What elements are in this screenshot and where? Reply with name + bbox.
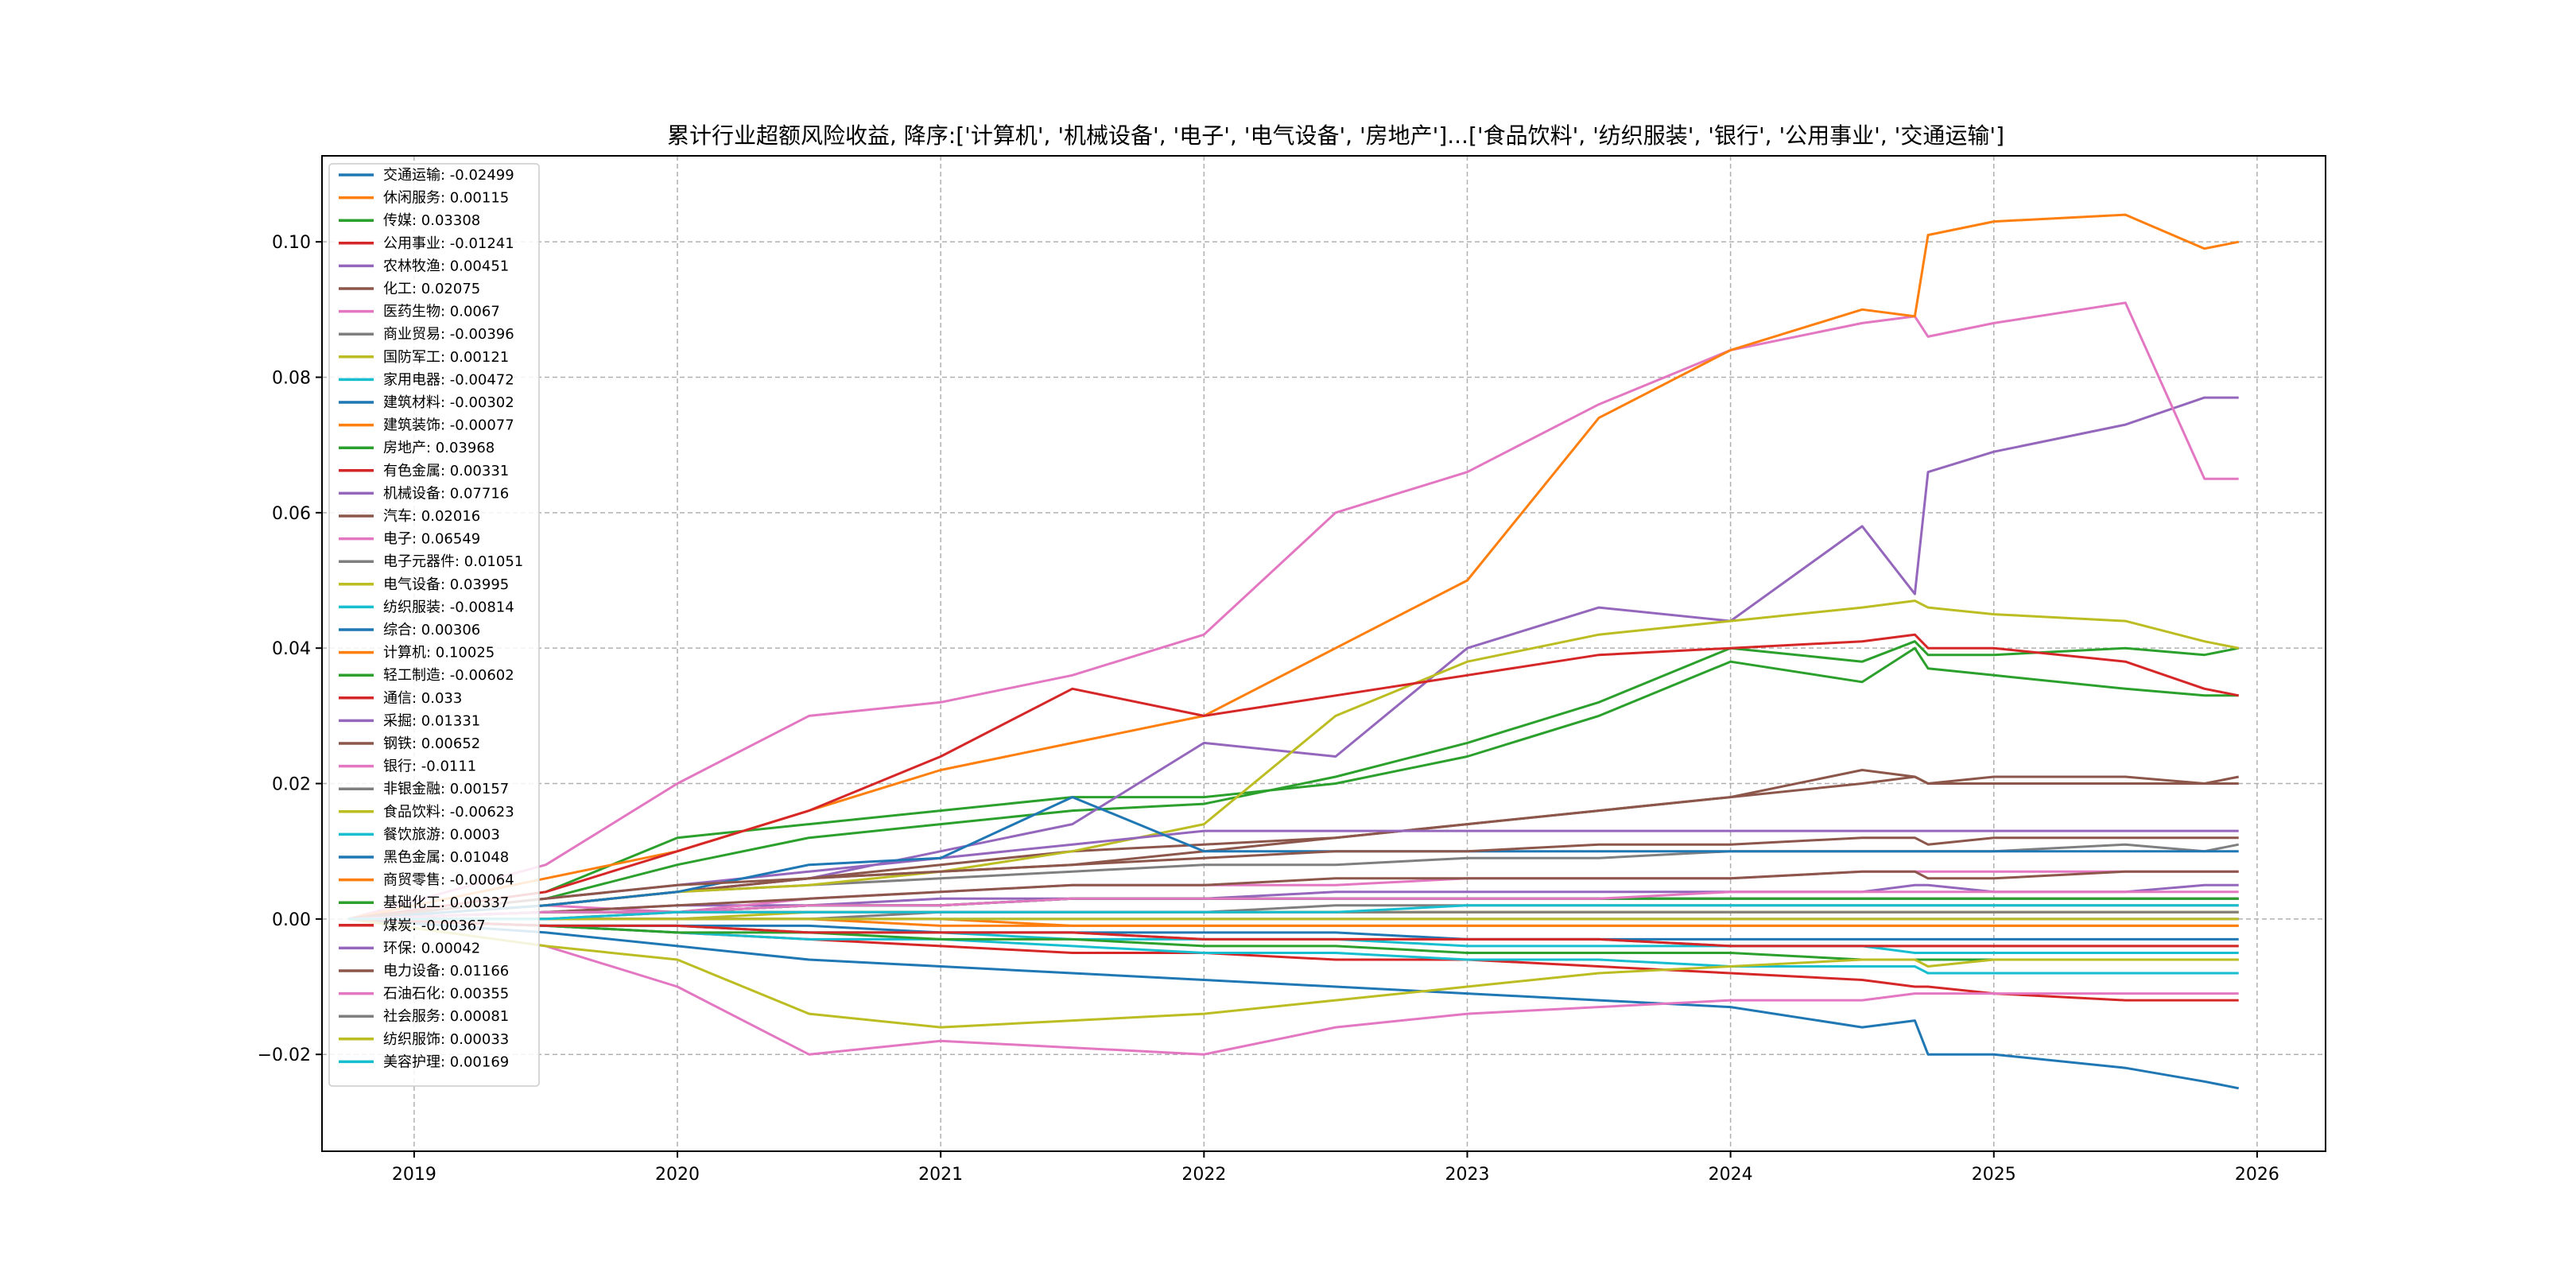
x-tick-label: 2023	[1445, 1165, 1489, 1185]
legend-entry: 基础化工: 0.00337	[383, 894, 509, 911]
x-tick-label: 2026	[2235, 1165, 2279, 1185]
legend-entry: 美容护理: 0.00169	[383, 1053, 509, 1070]
legend-entry: 计算机: 0.10025	[383, 645, 495, 661]
legend-entry: 化工: 0.02075	[383, 281, 480, 297]
series-line-35	[347, 836, 2239, 921]
legend-entry: 机械设备: 0.07716	[383, 485, 509, 502]
legend-entry: 传媒: 0.03308	[383, 212, 480, 229]
chart-title: 累计行业超额风险收益, 降序:['计算机', '机械设备', '电子', '电气…	[667, 122, 2004, 149]
series-line-24	[347, 829, 2239, 921]
x-tick-label: 2022	[1181, 1165, 1226, 1185]
legend-entry: 商贸零售: -0.00064	[383, 872, 514, 889]
legend-entry: 建筑装饰: -0.00077	[383, 417, 514, 434]
legend-entry: 纺织服饰: 0.00033	[383, 1031, 509, 1048]
y-tick-label: 0.06	[272, 504, 311, 524]
series-line-26	[347, 918, 2239, 1056]
legend-entry: 石油石化: 0.00355	[383, 986, 509, 1003]
x-tick-label: 2019	[392, 1165, 436, 1185]
y-tick-label: 0.04	[272, 639, 311, 659]
legend-entry: 电力设备: 0.01166	[383, 963, 509, 980]
series-line-23	[347, 633, 2239, 921]
legend-entry: 医药生物: 0.0067	[383, 304, 500, 320]
legend: 交通运输: -0.02499 休闲服务: 0.00115 传媒: 0.03308 公用…	[328, 163, 540, 1087]
legend-entry: 黑色金属: 0.01048	[383, 849, 509, 866]
series-line-16	[347, 301, 2239, 921]
series-line-33	[348, 918, 2239, 948]
y-tick-label: 0.08	[272, 369, 311, 389]
series-line-19	[348, 918, 2239, 975]
legend-entry: 纺织服装: -0.00814	[383, 599, 514, 615]
y-axis: −0.02 0.00 0.02 0.04 0.06 0.08 0.10	[258, 233, 322, 1065]
legend-entry: 农林牧渔: 0.00451	[383, 258, 509, 274]
legend-entry: 有色金属: 0.00331	[383, 463, 509, 479]
legend-entry: 交通运输: -0.02499	[383, 167, 514, 184]
legend-entry: 非银金融: 0.00157	[383, 781, 509, 797]
legend-entry: 煤炭: -0.00367	[383, 918, 486, 934]
x-tick-label: 2024	[1709, 1165, 1753, 1185]
y-tick-label: 0.00	[272, 910, 311, 930]
series-line-28	[347, 918, 2239, 1029]
legend-entry: 建筑材料: -0.00302	[383, 394, 514, 411]
series-line-36	[348, 890, 2239, 921]
series-line-18	[347, 599, 2239, 921]
legend-entry: 餐饮旅游: 0.0003	[383, 826, 500, 843]
series-line-30	[347, 796, 2239, 921]
legend-entry: 综合: 0.00306	[383, 622, 480, 638]
y-tick-label: 0.10	[272, 233, 311, 253]
legend-entry: 通信: 0.033	[383, 690, 462, 707]
legend-entry: 电子元器件: 0.01051	[383, 553, 523, 570]
legend-entry: 食品饮料: -0.00623	[383, 804, 514, 821]
legend-entry: 国防军工: 0.00121	[383, 349, 509, 366]
legend-entry: 银行: -0.0111	[383, 758, 476, 775]
series-line-2	[347, 646, 2239, 921]
y-tick-label: 0.02	[272, 775, 311, 795]
x-tick-label: 2020	[655, 1165, 700, 1185]
series-lines	[347, 213, 2239, 1090]
legend-entry: 电气设备: 0.03995	[383, 576, 509, 593]
legend-entry: 轻工制造: -0.00602	[383, 667, 514, 684]
series-line-25	[348, 870, 2239, 921]
plot-frame	[321, 155, 2326, 1152]
legend-entry: 汽车: 0.02016	[383, 508, 480, 525]
series-line-39	[348, 904, 2239, 921]
legend-entry: 采掘: 0.01331	[383, 712, 480, 729]
legend-entry: 公用事业: -0.01241	[383, 235, 514, 252]
legend-entry: 钢铁: 0.00652	[383, 735, 480, 752]
legend-entry: 环保: 0.00042	[383, 940, 480, 956]
x-tick-label: 2025	[1972, 1165, 2016, 1185]
series-line-12	[347, 640, 2239, 921]
legend-entry: 家用电器: -0.00472	[383, 371, 514, 388]
legend-entry: 电子: 0.06549	[383, 531, 480, 548]
y-tick-label: −0.02	[258, 1046, 311, 1065]
legend-box	[328, 163, 540, 1087]
legend-entry: 房地产: 0.03968	[383, 440, 495, 456]
legend-entry: 社会服务: 0.00081	[383, 1008, 509, 1025]
legend-entry: 休闲服务: 0.00115	[383, 190, 509, 207]
legend-entry: 商业贸易: -0.00396	[383, 326, 514, 343]
series-line-0	[347, 918, 2239, 1090]
x-axis: 2019 2020 2021 2022 2023 2024 2025 2026	[392, 1151, 2279, 1185]
x-tick-label: 2021	[918, 1165, 963, 1185]
